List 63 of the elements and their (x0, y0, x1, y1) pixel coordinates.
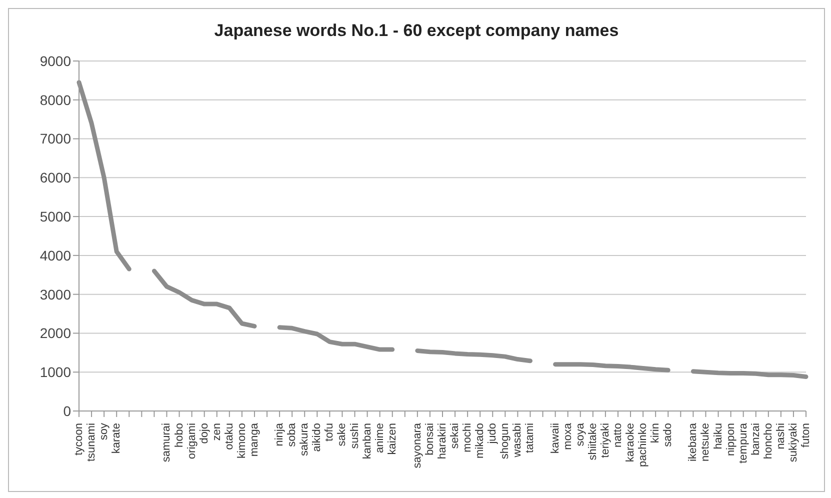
y-tick-label: 2000 (40, 325, 72, 342)
y-tick-label: 9000 (40, 52, 72, 69)
x-tick-label: kirin (650, 423, 662, 444)
x-tick-label: soy (98, 422, 110, 440)
x-tick-label: ninja (274, 422, 286, 446)
x-tick-label: tempura (737, 422, 750, 464)
y-tick-label: 1000 (40, 364, 72, 380)
x-tick-label: otaku (223, 423, 236, 450)
x-tick-label: origami (186, 423, 198, 460)
x-tick-label: kanban (361, 423, 374, 460)
x-tick-label: wasabi (512, 423, 524, 458)
x-tick-label: tofu (324, 423, 336, 442)
y-tick-label: 8000 (40, 92, 72, 108)
x-tick-label: tycoon (73, 423, 85, 456)
x-tick-label: moxa (562, 422, 574, 450)
x-tick-label: bonsai (424, 423, 436, 456)
x-tick-label: mochi (462, 423, 474, 452)
x-tick-label: aikido (311, 423, 324, 452)
y-tick-label: 3000 (40, 286, 72, 302)
x-tick-label: karate (110, 423, 123, 454)
x-tick-label: kimono (236, 423, 248, 458)
y-tick-label: 4000 (40, 247, 72, 264)
x-tick-label: pachinko (637, 423, 650, 468)
chart-title: Japanese words No.1 - 60 except company names (213, 20, 620, 42)
x-tick-label: nashi (774, 423, 787, 450)
x-tick-label: teriyaki (599, 423, 612, 458)
x-tick-label: zen (210, 423, 223, 441)
x-tick-label: natto (612, 423, 624, 448)
x-tick-label: samurai (160, 423, 173, 462)
x-tick-label: judo (486, 423, 499, 445)
x-tick-label: tsunami (86, 423, 98, 462)
x-tick-label: dojo (198, 423, 210, 444)
y-tick-label: 6000 (40, 170, 72, 186)
x-tick-label: nippon (724, 423, 737, 456)
x-tick-label: soya (574, 422, 586, 446)
x-tick-label: netsuke (700, 423, 712, 462)
y-tick-label: 0 (63, 402, 72, 419)
y-tick-label: 5000 (40, 208, 72, 225)
x-tick-label: karaoke (624, 423, 637, 462)
x-tick-label: sekai (449, 423, 462, 449)
x-tick-label: sake (336, 423, 348, 446)
x-tick-label: soba (286, 422, 298, 447)
x-tick-label: manga (248, 422, 260, 457)
x-tick-label: sukiyaki (787, 423, 800, 462)
x-tick-label: harakiri (436, 423, 448, 460)
x-tick-label: sayonara (411, 422, 424, 468)
x-tick-label: ikebana (687, 422, 700, 462)
x-tick-label: kawaii (549, 423, 562, 454)
x-tick-label: sakura (298, 422, 311, 456)
x-tick-label: shiitake (586, 423, 599, 460)
x-tick-label: hobo (173, 423, 186, 448)
x-tick-label: mikado (474, 423, 486, 458)
x-tick-label: futon (800, 423, 812, 448)
y-tick-label: 7000 (40, 130, 72, 147)
x-tick-label: tatami (524, 423, 536, 453)
x-tick-label: anime (374, 423, 386, 453)
x-tick-label: kaizen (386, 423, 398, 455)
x-tick-label: shogun (499, 423, 512, 460)
x-tick-label: haiku (712, 423, 724, 450)
x-tick-label: sushi (348, 423, 361, 449)
x-tick-label: sado (662, 423, 674, 447)
x-tick-label: honcho (762, 423, 774, 460)
x-tick-label: banzai (750, 423, 762, 456)
